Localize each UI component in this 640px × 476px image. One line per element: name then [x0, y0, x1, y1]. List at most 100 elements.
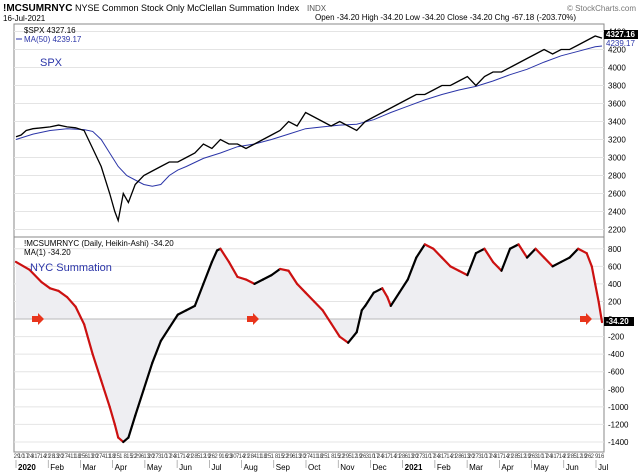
- indicator-segment: [253, 278, 265, 286]
- indicator-segment: [594, 282, 600, 303]
- x-month-label: Jul: [598, 463, 608, 472]
- price-panel: 2200 2400 2600 2800 3000 3200 3400 3600 3800 4000…: [14, 26, 638, 235]
- indicator-segment: [168, 313, 179, 329]
- x-day-tick: 13: [87, 454, 94, 460]
- x-day-tick: 6: [405, 454, 409, 460]
- x-day-tick: 8: [331, 454, 335, 460]
- x-day-tick: 28: [191, 454, 198, 460]
- x-day-tick: 17: [373, 454, 380, 460]
- x-day-tick: 17: [541, 454, 548, 460]
- x-day-tick: 3: [422, 454, 426, 460]
- indicator-annotation: NYC Summation: [30, 262, 112, 274]
- x-day-tick: 31: [381, 454, 388, 460]
- x-day-tick: 27: [472, 454, 479, 460]
- x-day-tick: 19: [580, 454, 587, 460]
- x-day-tick: 18: [260, 454, 267, 460]
- price-legend-symbol: $SPX 4327.16: [24, 26, 76, 35]
- symbol-description: NYSE Common Stock Only McClellan Summati…: [75, 3, 300, 13]
- x-day-tick: 8: [275, 454, 279, 460]
- indicator-segment: [338, 335, 350, 344]
- x-day-tick: 25: [79, 454, 86, 460]
- x-day-tick: 27: [152, 454, 159, 460]
- x-month-label: 2021: [405, 463, 423, 472]
- x-day-tick: 11: [312, 454, 319, 460]
- x-day-tick: 7: [180, 454, 184, 460]
- indicator-segment: [100, 379, 111, 408]
- x-day-tick: 7: [556, 454, 560, 460]
- indicator-segment: [14, 260, 31, 271]
- x-month-label: Jun: [179, 463, 192, 472]
- x-day-tick: 23: [226, 454, 233, 460]
- indicator-segment: [347, 331, 358, 344]
- x-month-label: Sep: [276, 463, 291, 472]
- indicator-legend-symbol: !MCSUMRNYC (Daily, Heikin-Ashi) -34.20: [24, 239, 174, 248]
- price-tick-label: 4000: [608, 64, 626, 73]
- x-day-tick: 12: [200, 454, 207, 460]
- x-day-tick: 4: [253, 454, 257, 460]
- indicator-segment: [457, 269, 469, 277]
- indicator-segment: [151, 339, 162, 365]
- x-day-tick: 6: [141, 454, 145, 460]
- indicator-axis-ticks: -1400-1200-1000-800-600-400-200020040060…: [608, 245, 629, 447]
- x-day-tick: 10: [368, 454, 375, 460]
- indicator-tick-label: -800: [608, 385, 625, 394]
- indicator-segment: [227, 260, 239, 278]
- watermark: © StockCharts.com: [567, 4, 636, 13]
- indicator-segment: [159, 326, 171, 343]
- x-day-tick: 31: [174, 454, 181, 460]
- x-day-tick: 17: [165, 454, 172, 460]
- indicator-segment: [466, 252, 478, 277]
- x-day-tick: 20: [57, 454, 64, 460]
- x-day-tick: 17: [22, 454, 29, 460]
- indicator-segment: [483, 247, 495, 264]
- x-day-tick: 28: [48, 454, 55, 460]
- x-day-tick: 24: [169, 454, 176, 460]
- x-day-tick: 26: [208, 454, 215, 460]
- x-day-tick: 11: [105, 454, 112, 460]
- indicator-segment: [534, 247, 546, 259]
- x-day-tick: 21: [507, 454, 514, 460]
- indicator-segment: [270, 267, 282, 277]
- x-day-tick: 4: [309, 454, 313, 460]
- indicator-segment: [551, 260, 563, 268]
- indicator-segment: [321, 309, 333, 325]
- x-day-tick: 22: [338, 454, 345, 460]
- indicator-segment: [108, 405, 116, 426]
- x-day-tick: 3: [366, 454, 370, 460]
- indicator-tick-label: 800: [608, 245, 622, 254]
- x-day-tick: 3: [158, 454, 162, 460]
- x-day-tick: 9: [595, 454, 599, 460]
- x-day-tick: 24: [490, 454, 497, 460]
- x-month-label: Oct: [308, 463, 321, 472]
- indicator-segment: [590, 265, 597, 286]
- price-tick-label: 3000: [608, 154, 626, 163]
- x-day-tick: 21: [243, 454, 250, 460]
- x-day-tick: 28: [399, 454, 406, 460]
- indicator-segment: [48, 287, 60, 293]
- price-series-line: [15, 35, 603, 223]
- indicator-segment: [440, 256, 452, 268]
- x-day-tick: 14: [446, 454, 453, 460]
- x-day-tick: 27: [303, 454, 310, 460]
- indicator-panel-frame: [13, 236, 605, 453]
- x-day-tick: 3: [534, 454, 538, 460]
- x-day-tick: 10: [161, 454, 168, 460]
- x-month-label: Feb: [50, 463, 64, 472]
- indicator-segment: [491, 260, 503, 272]
- x-day-tick: 5: [573, 454, 577, 460]
- x-day-tick: 9: [219, 454, 223, 460]
- indicator-segment: [372, 287, 384, 294]
- price-annotation: SPX: [40, 57, 63, 69]
- x-axis-month-labels: 2020 Feb Mar Apr May Jun Jul Aug Sep Oct Nov Dec 202…: [15, 460, 608, 472]
- x-month-label: Mar: [469, 463, 483, 472]
- x-day-tick: 14: [502, 454, 509, 460]
- indicator-last-tag-box: [604, 317, 634, 326]
- x-day-tick: 31: [550, 454, 557, 460]
- x-day-tick: 7: [387, 454, 391, 460]
- x-day-tick: 3: [478, 454, 482, 460]
- x-day-tick: 27: [96, 454, 103, 460]
- indicator-tick-label: -400: [608, 350, 625, 359]
- indicator-segment: [142, 361, 154, 391]
- indicator-segment: [117, 436, 125, 444]
